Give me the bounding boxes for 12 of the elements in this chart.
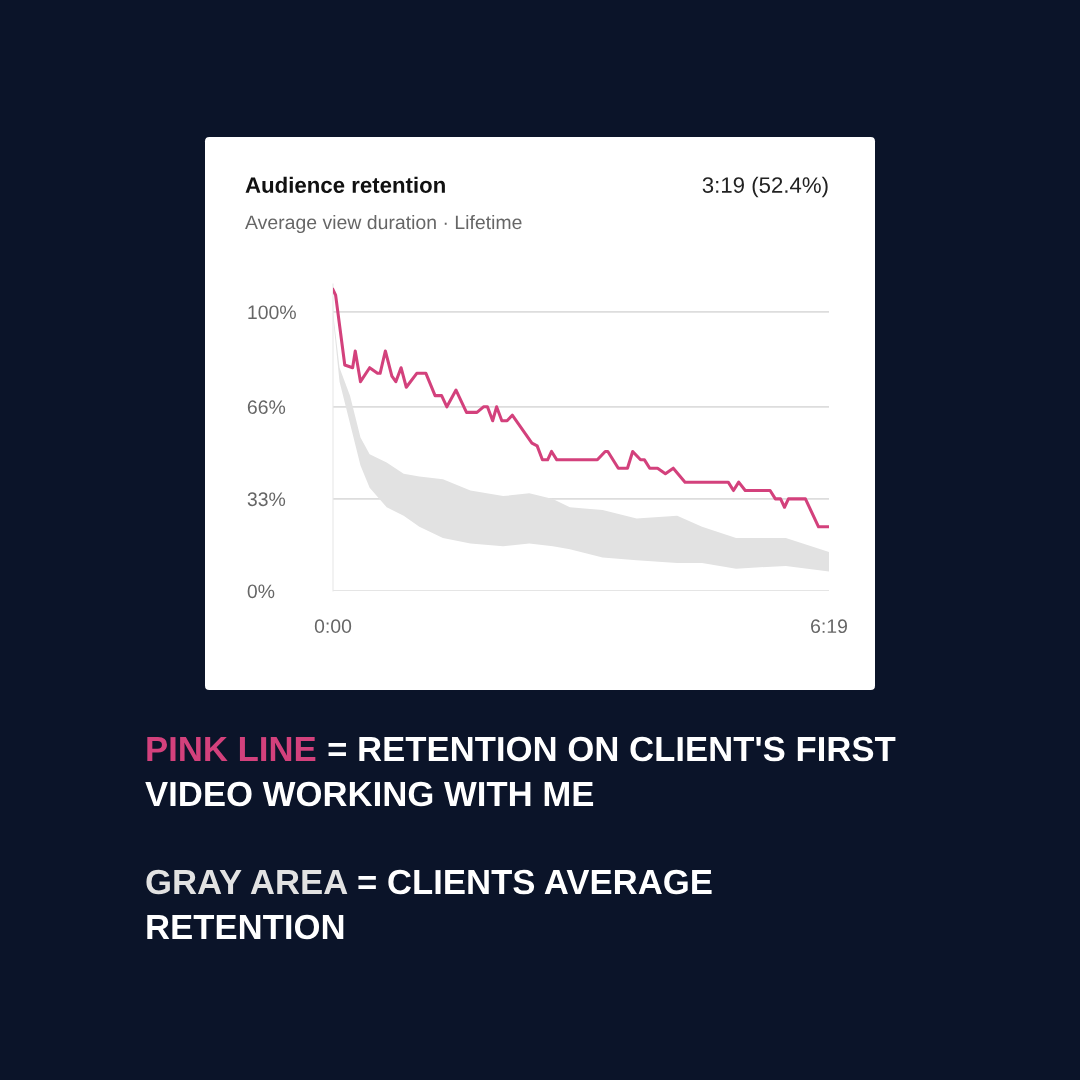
x-tick-label: 6:19 bbox=[811, 619, 847, 634]
y-tick-label: 66% bbox=[247, 400, 286, 415]
line-series bbox=[333, 288, 829, 529]
chart-title: Audience retention bbox=[245, 176, 445, 193]
text: PINK LINE = RETENTION ON CLIENT'S FIRST VIDEO WORKING WITH ME bbox=[145, 736, 896, 807]
y-tick-label: 100% bbox=[248, 305, 296, 320]
text: 3:19 (52.4%) bbox=[702, 176, 828, 198]
chart-subtitle: Average view duration · Lifetime bbox=[245, 214, 522, 234]
text: GRAY AREA = CLIENTS AVERAGE RETENTION bbox=[146, 869, 712, 940]
y-tick-label: 33% bbox=[247, 492, 286, 507]
y-tick-label: 0% bbox=[247, 584, 275, 599]
x-tick-label: 0:00 bbox=[314, 619, 352, 634]
